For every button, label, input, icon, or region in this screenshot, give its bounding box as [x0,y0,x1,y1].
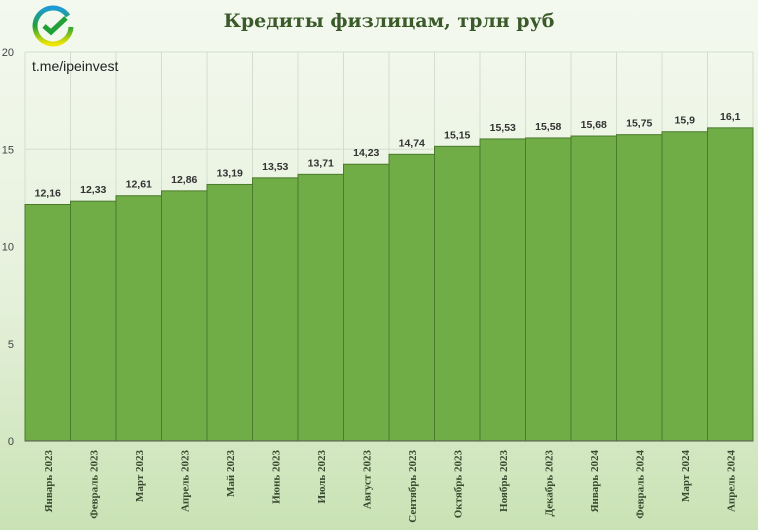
bar [161,190,208,442]
y-tick-label: 10 [2,242,14,254]
data-label: 13,19 [217,167,243,179]
y-tick-label: 5 [8,339,14,351]
data-label: 12,61 [126,179,152,191]
sber-logo-icon [32,5,74,47]
bar [525,137,572,442]
bar [479,138,526,442]
bar [24,203,71,442]
data-label: 12,86 [171,174,197,186]
x-tick-label: Январь 2023 [43,450,55,513]
x-tick-label: Февраль 2024 [634,450,646,519]
data-label: 16,1 [720,111,741,123]
x-tick-label: Март 2023 [134,450,146,503]
bar [434,145,481,442]
data-label: 15,68 [581,119,607,131]
data-label: 15,15 [444,129,470,141]
bar [661,131,708,442]
x-tick-label: Июнь 2023 [270,450,282,504]
data-label: 13,71 [308,157,334,169]
data-label: 12,33 [80,184,106,196]
x-tick-label: Октябрь 2023 [452,450,464,519]
bar [343,163,390,442]
x-tick-label: Сентябрь 2023 [407,450,419,523]
data-label: 14,23 [353,147,379,159]
data-label: 12,16 [35,187,61,199]
x-tick-label: Ноябрь 2023 [498,450,510,512]
bar [206,183,253,442]
bar [297,173,344,442]
x-tick-label: Май 2023 [225,450,237,497]
watermark-link: t.me/ipeinvest [32,58,119,74]
y-tick-label: 15 [2,144,14,156]
data-label: 15,53 [490,122,516,134]
bar [70,200,117,442]
x-tick-label: Август 2023 [361,450,373,510]
bar [115,195,162,442]
x-tick-label: Март 2024 [680,450,692,503]
x-tick-label: Январь 2024 [589,450,601,513]
x-tick-label: Апрель 2024 [725,450,737,513]
data-label: 14,74 [399,137,425,149]
y-tick-label: 0 [8,436,14,448]
x-tick-label: Июль 2023 [316,450,328,504]
data-label: 15,9 [675,115,696,127]
data-label: 15,58 [535,121,561,133]
x-tick-label: Декабрь 2023 [543,450,555,517]
bar [252,177,299,442]
data-label: 13,53 [262,161,288,173]
chart-title: Кредиты физлицам, трлн руб [223,10,555,32]
data-label: 15,75 [626,118,652,130]
y-tick-label: 20 [2,47,14,59]
bar [707,127,754,442]
bar [616,134,663,442]
bar [388,153,435,442]
x-tick-label: Февраль 2023 [88,450,100,519]
x-tick-label: Апрель 2023 [179,450,191,513]
bar [570,135,617,442]
